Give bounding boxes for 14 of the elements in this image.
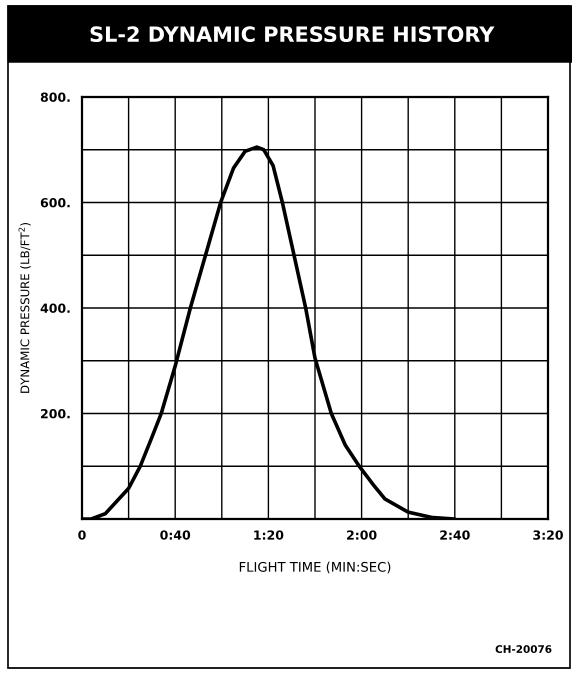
x-tick-label: 2:00 bbox=[347, 530, 377, 540]
x-tick-label: 0:40 bbox=[160, 530, 190, 540]
y-tick-label: 600. bbox=[40, 198, 70, 208]
y-axis-title: DYNAMIC PRESSURE (LB/FT$^{2}$) bbox=[18, 223, 31, 393]
x-tick-label: 0 bbox=[78, 530, 86, 540]
x-tick-label: 1:20 bbox=[254, 530, 284, 540]
text: CH-20076 bbox=[496, 645, 552, 654]
x-tick-label: 3:20 bbox=[533, 530, 563, 540]
x-tick-label: 2:40 bbox=[440, 530, 470, 540]
chart-title: SL-2 DYNAMIC PRESSURE HISTORY bbox=[90, 26, 495, 42]
x-axis-title: FLIGHT TIME (MIN:SEC) bbox=[240, 562, 390, 574]
y-tick-label: 800. bbox=[40, 92, 70, 102]
y-tick-label: 200. bbox=[41, 408, 70, 418]
y-tick-label: 400. bbox=[40, 303, 70, 313]
